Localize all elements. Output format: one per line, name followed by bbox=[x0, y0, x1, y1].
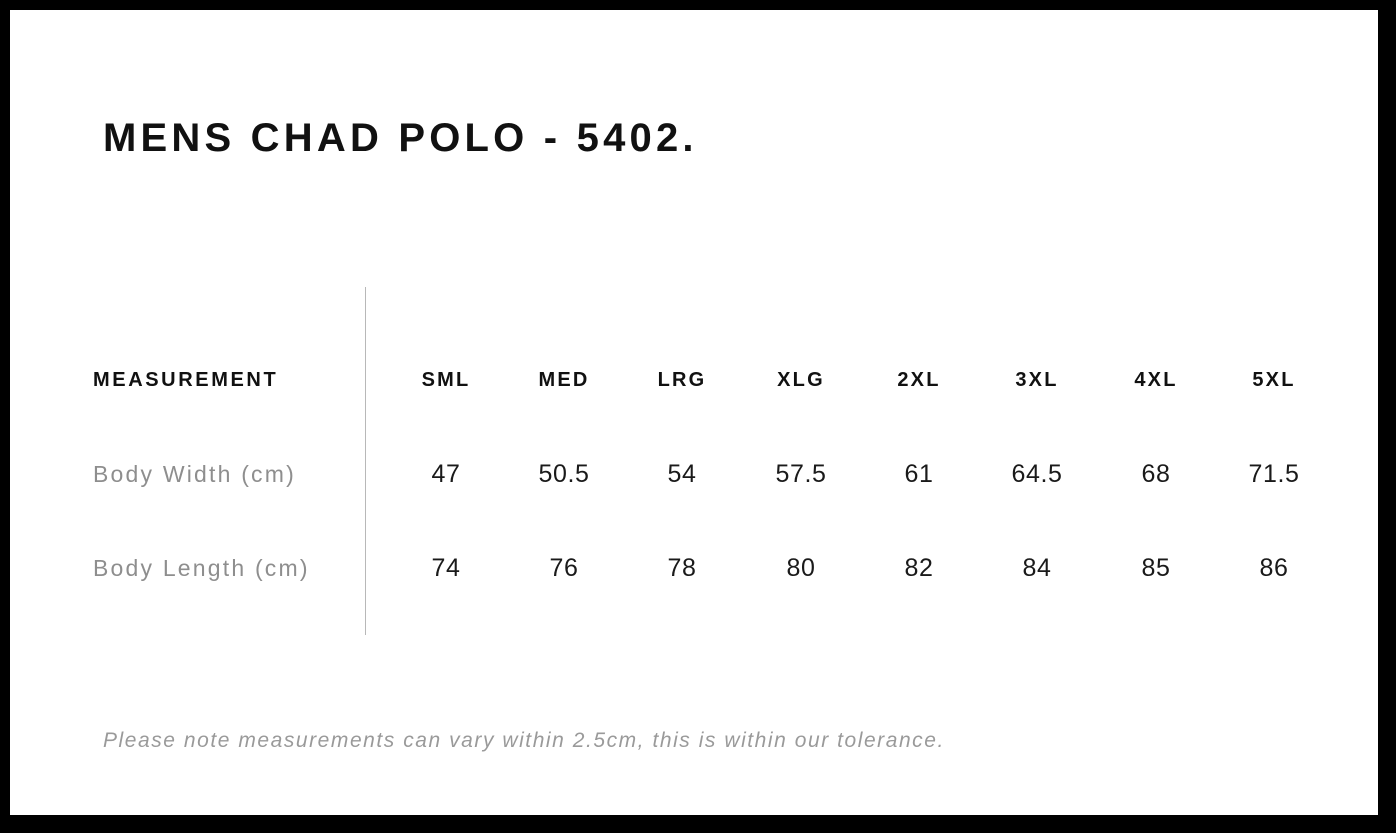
column-header-2xl: 2XL bbox=[897, 369, 941, 391]
cell-body-width-2xl: 61 bbox=[904, 460, 934, 488]
cell-body-length-4xl: 85 bbox=[1141, 554, 1171, 582]
row-label-body-width: Body Width (cm) bbox=[93, 461, 296, 487]
cell-body-width-lrg: 54 bbox=[667, 460, 697, 488]
cell-body-width-med: 50.5 bbox=[538, 460, 590, 488]
cell-body-width-3xl: 64.5 bbox=[1011, 460, 1063, 488]
column-header-measurement: MEASUREMENT bbox=[93, 369, 279, 391]
column-header-lrg: LRG bbox=[657, 369, 707, 391]
size-chart-table: MEASUREMENT SML MED LRG XLG 2XL 3XL 4XL … bbox=[10, 10, 1378, 815]
cell-body-length-xlg: 80 bbox=[786, 554, 816, 582]
cell-body-length-5xl: 86 bbox=[1259, 554, 1289, 582]
table-row: Body Length (cm) 74 76 78 80 82 84 85 86 bbox=[10, 548, 1378, 588]
page-title: MENS CHAD POLO - 5402. bbox=[103, 116, 698, 160]
cell-body-width-4xl: 68 bbox=[1141, 460, 1171, 488]
cell-body-width-5xl: 71.5 bbox=[1248, 460, 1300, 488]
column-header-sml: SML bbox=[421, 369, 471, 391]
cell-body-length-2xl: 82 bbox=[904, 554, 934, 582]
cell-body-length-sml: 74 bbox=[431, 554, 461, 582]
cell-body-length-3xl: 84 bbox=[1022, 554, 1052, 582]
row-label-body-length: Body Length (cm) bbox=[93, 555, 310, 581]
column-header-3xl: 3XL bbox=[1015, 369, 1059, 391]
table-header-row: MEASUREMENT SML MED LRG XLG 2XL 3XL 4XL … bbox=[10, 360, 1378, 400]
table-vertical-divider bbox=[365, 287, 366, 635]
column-header-xlg: XLG bbox=[777, 369, 825, 391]
column-header-5xl: 5XL bbox=[1252, 369, 1296, 391]
column-header-med: MED bbox=[538, 369, 590, 391]
tolerance-note: Please note measurements can vary within… bbox=[103, 729, 945, 752]
table-row: Body Width (cm) 47 50.5 54 57.5 61 64.5 … bbox=[10, 454, 1378, 494]
cell-body-width-sml: 47 bbox=[431, 460, 461, 488]
size-chart-card: MENS CHAD POLO - 5402. MEASUREMENT SML M… bbox=[10, 10, 1378, 815]
cell-body-length-lrg: 78 bbox=[667, 554, 697, 582]
cell-body-width-xlg: 57.5 bbox=[775, 460, 827, 488]
column-header-4xl: 4XL bbox=[1134, 369, 1178, 391]
cell-body-length-med: 76 bbox=[549, 554, 579, 582]
